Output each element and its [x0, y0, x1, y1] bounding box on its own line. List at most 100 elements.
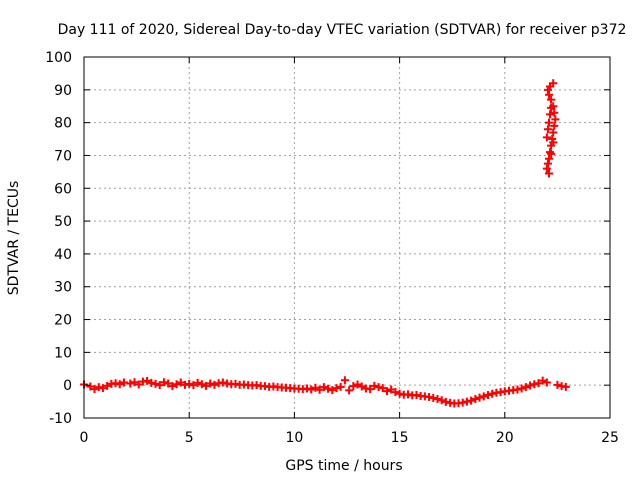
data-point-0-20: [168, 382, 177, 391]
data-point-0-17: [155, 381, 164, 390]
data-point-0-132: [546, 110, 555, 119]
data-point-0-103: [517, 384, 526, 393]
data-point-0-59: [332, 384, 341, 393]
data-point-0-116: [546, 148, 555, 157]
data-point-0-27: [197, 380, 206, 389]
data-point-0-12: [134, 380, 143, 389]
grid-lines: [84, 57, 610, 418]
data-point-0-57: [324, 384, 333, 393]
data-point-0-29: [206, 379, 215, 388]
data-point-0-119: [549, 128, 558, 137]
y-tick-label-9: 80: [54, 116, 72, 132]
data-point-0-95: [483, 391, 492, 400]
data-point-0-125: [544, 90, 553, 99]
data-point-0-24: [185, 379, 194, 388]
data-point-0-131: [544, 118, 553, 127]
y-tick-label-3: 20: [54, 313, 72, 329]
data-point-0-56: [319, 383, 328, 392]
y-tick-label-5: 40: [54, 247, 72, 263]
y-tick-label-8: 70: [54, 148, 72, 164]
y-tick-label-7: 60: [54, 181, 72, 197]
data-point-0-28: [202, 381, 211, 390]
data-point-0-107: [534, 379, 543, 388]
x-axis-ticks: 0 5 10 15 20 25: [80, 57, 619, 446]
data-point-0-120: [550, 121, 559, 130]
data-point-0-55: [315, 385, 324, 394]
data-point-0-60: [336, 382, 345, 391]
data-point-0-58: [328, 386, 337, 395]
data-point-0-128: [549, 79, 558, 88]
chart-title: Day 111 of 2020, Sidereal Day-to-day VTE…: [58, 22, 627, 38]
y-tick-label-0: -10: [49, 411, 72, 427]
data-point-0-130: [543, 125, 552, 134]
data-point-0-54: [311, 383, 320, 392]
data-point-0-14: [143, 376, 152, 385]
data-point-0-70: [378, 384, 387, 393]
data-point-0-8: [115, 380, 124, 389]
data-point-0-11: [130, 378, 139, 387]
data-point-0-110: [553, 380, 562, 389]
data-point-0-10: [126, 379, 135, 388]
data-point-0-121: [551, 115, 560, 124]
data-point-0-53: [307, 385, 316, 394]
data-point-0-122: [550, 108, 559, 117]
data-point-0-115: [544, 154, 553, 163]
data-point-0-22: [176, 378, 185, 387]
data-point-0-1: [86, 382, 95, 391]
data-point-0-61: [340, 376, 349, 385]
data-point-0-2: [90, 385, 99, 394]
data-point-0-129: [542, 133, 551, 142]
data-point-0-26: [193, 378, 202, 387]
y-tick-label-10: 90: [54, 83, 72, 99]
x-axis-title: GPS time / hours: [285, 458, 402, 474]
x-tick-label-3: 15: [391, 430, 409, 446]
data-point-0-92: [471, 394, 480, 403]
x-tick-label-2: 10: [285, 430, 303, 446]
data-point-0-135: [547, 149, 556, 158]
data-point-0-5: [103, 381, 112, 390]
data-point-0-109: [542, 378, 551, 387]
data-point-0-4: [98, 384, 107, 393]
y-tick-label-1: 0: [63, 378, 72, 394]
data-point-0-133: [547, 103, 556, 112]
data-point-0-19: [164, 379, 173, 388]
data-point-0-68: [370, 381, 379, 390]
data-point-0-114: [543, 159, 552, 168]
data-point-0-104: [521, 383, 530, 392]
x-tick-label-1: 5: [185, 430, 194, 446]
x-tick-label-0: 0: [80, 430, 89, 446]
data-point-0-65: [357, 382, 366, 391]
data-point-0-112: [561, 382, 570, 391]
y-axis-title: SDTVAR / TECUs: [6, 181, 22, 296]
data-point-0-105: [526, 381, 535, 390]
data-point-0-113: [542, 164, 551, 173]
y-axis-ticks: -10 0 10 20 30 40 50 60 70 80 90 100: [45, 50, 610, 427]
data-point-0-91: [467, 396, 476, 405]
x-tick-label-4: 20: [496, 430, 514, 446]
data-point-0-16: [151, 379, 160, 388]
data-point-0-124: [547, 95, 556, 104]
data-point-0-71: [382, 387, 391, 396]
data-point-0-94: [479, 392, 488, 401]
data-points: [80, 79, 570, 408]
y-tick-label-11: 100: [45, 50, 72, 66]
data-point-0-30: [210, 380, 219, 389]
data-point-0-83: [433, 394, 442, 403]
data-point-0-21: [172, 380, 181, 389]
plot-frame: [83, 56, 611, 419]
x-tick-label-5: 25: [601, 430, 619, 446]
data-point-0-73: [391, 388, 400, 397]
y-tick-label-2: 10: [54, 345, 72, 361]
data-point-0-108: [538, 376, 547, 385]
data-point-0-72: [387, 385, 396, 394]
data-point-0-93: [475, 393, 484, 402]
data-point-0-64: [353, 380, 362, 389]
data-point-0-67: [366, 385, 375, 394]
data-point-0-18: [159, 378, 168, 387]
data-point-0-136: [549, 138, 558, 147]
data-point-0-63: [349, 382, 358, 391]
y-tick-label-6: 50: [54, 214, 72, 230]
data-point-0-134: [544, 169, 553, 178]
y-tick-label-4: 30: [54, 280, 72, 296]
